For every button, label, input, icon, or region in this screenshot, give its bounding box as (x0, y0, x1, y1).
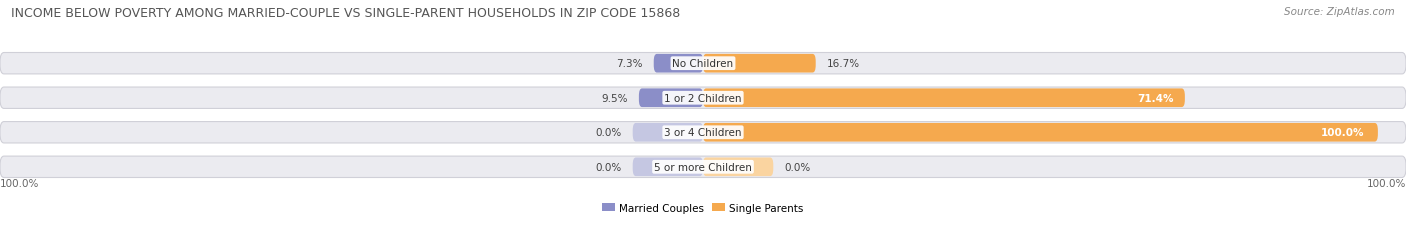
Text: 7.3%: 7.3% (616, 59, 643, 69)
Text: 0.0%: 0.0% (595, 128, 621, 138)
FancyBboxPatch shape (0, 156, 1406, 178)
Text: 5 or more Children: 5 or more Children (654, 162, 752, 172)
FancyBboxPatch shape (633, 123, 703, 142)
Text: 71.4%: 71.4% (1137, 93, 1174, 103)
FancyBboxPatch shape (654, 55, 703, 73)
Legend: Married Couples, Single Parents: Married Couples, Single Parents (599, 198, 807, 217)
FancyBboxPatch shape (0, 122, 1406, 143)
Text: 100.0%: 100.0% (1367, 178, 1406, 188)
Text: No Children: No Children (672, 59, 734, 69)
FancyBboxPatch shape (703, 89, 1185, 108)
FancyBboxPatch shape (703, 55, 815, 73)
Text: 0.0%: 0.0% (785, 162, 811, 172)
FancyBboxPatch shape (0, 53, 1406, 75)
FancyBboxPatch shape (638, 89, 703, 108)
FancyBboxPatch shape (703, 123, 1378, 142)
Text: Source: ZipAtlas.com: Source: ZipAtlas.com (1284, 7, 1395, 17)
Text: 1 or 2 Children: 1 or 2 Children (664, 93, 742, 103)
Text: 9.5%: 9.5% (602, 93, 627, 103)
Text: INCOME BELOW POVERTY AMONG MARRIED-COUPLE VS SINGLE-PARENT HOUSEHOLDS IN ZIP COD: INCOME BELOW POVERTY AMONG MARRIED-COUPL… (11, 7, 681, 20)
Text: 3 or 4 Children: 3 or 4 Children (664, 128, 742, 138)
Text: 100.0%: 100.0% (0, 178, 39, 188)
FancyBboxPatch shape (633, 158, 703, 176)
Text: 100.0%: 100.0% (1320, 128, 1364, 138)
Text: 16.7%: 16.7% (827, 59, 860, 69)
Text: 0.0%: 0.0% (595, 162, 621, 172)
FancyBboxPatch shape (703, 158, 773, 176)
FancyBboxPatch shape (0, 88, 1406, 109)
